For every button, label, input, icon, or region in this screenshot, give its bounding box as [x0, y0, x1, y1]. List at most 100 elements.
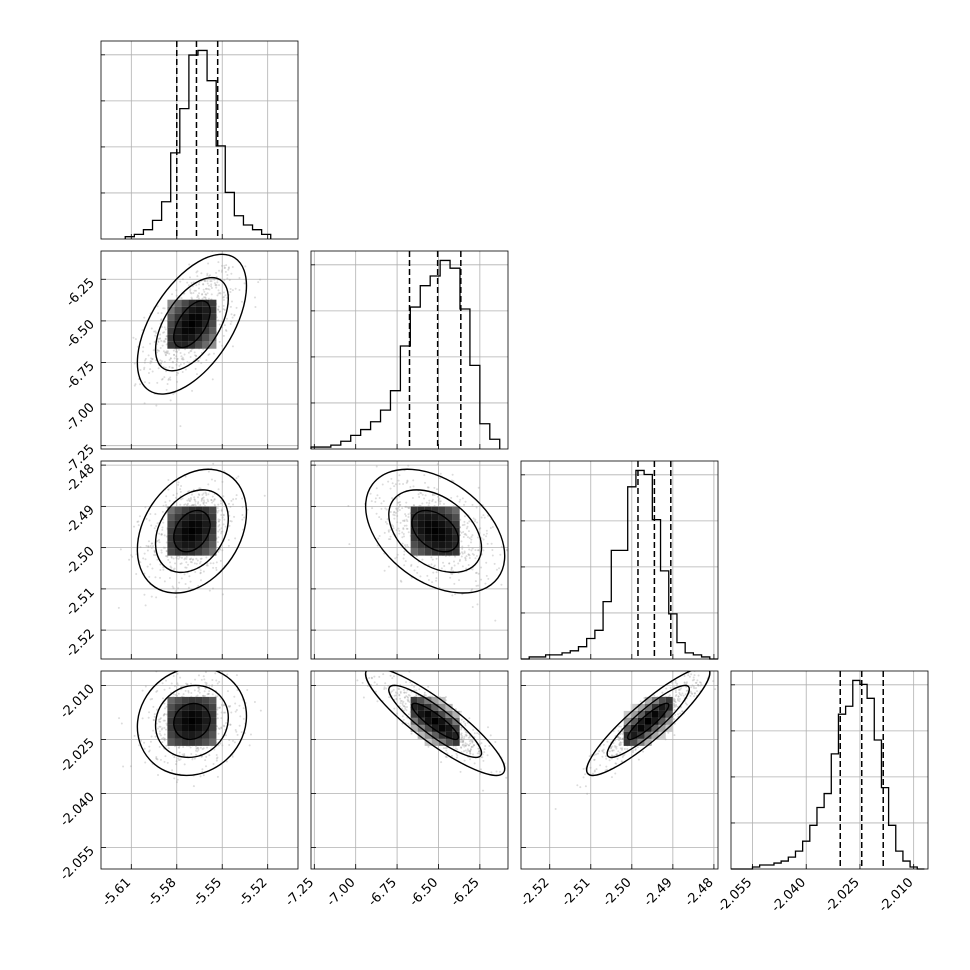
sample-point: [404, 505, 407, 508]
x-tick-label: -2.52: [518, 875, 552, 909]
density-cell: [410, 506, 418, 514]
sample-point: [157, 774, 160, 777]
sample-point: [158, 541, 161, 544]
sample-point: [194, 749, 197, 752]
sample-point: [675, 684, 678, 687]
sample-point: [201, 293, 204, 296]
sample-point: [218, 707, 221, 710]
sample-point: [205, 287, 208, 290]
sample-point: [485, 532, 488, 535]
hist-panel-0: [100, 40, 299, 240]
sample-point: [595, 753, 598, 756]
sample-point: [619, 737, 622, 740]
sample-point: [165, 535, 168, 538]
sample-point: [197, 686, 200, 689]
sample-point: [396, 521, 399, 524]
sample-point: [443, 565, 446, 568]
sample-point: [398, 529, 401, 532]
sample-point: [190, 282, 193, 285]
density-cell: [658, 731, 666, 739]
sample-point: [179, 503, 182, 506]
sample-point: [158, 337, 161, 340]
sample-point: [614, 772, 617, 775]
sample-point: [405, 524, 408, 527]
sample-point: [403, 564, 406, 567]
sample-point: [684, 693, 687, 696]
density-cell: [174, 724, 182, 732]
sample-point: [206, 498, 209, 501]
density-cell: [202, 334, 210, 342]
sample-point: [405, 709, 408, 712]
sample-point: [202, 675, 205, 678]
contour-level-2: [606, 684, 690, 759]
scatter-content: [521, 671, 718, 869]
x-tick-label: -6.25: [448, 875, 482, 909]
sample-point: [405, 695, 408, 698]
sample-point: [461, 736, 464, 739]
density-cell: [209, 520, 217, 528]
x-tick-label: -2.48: [682, 875, 716, 909]
sample-point: [193, 504, 196, 507]
sample-point: [485, 535, 488, 538]
sample-point: [229, 723, 232, 726]
sample-point: [499, 553, 502, 556]
sample-point: [672, 697, 675, 700]
sample-point: [407, 699, 410, 702]
sample-point: [405, 691, 408, 694]
sample-point: [454, 555, 457, 558]
sample-point: [385, 687, 388, 690]
density-cell: [188, 334, 196, 342]
sample-point: [389, 674, 392, 677]
sample-point: [395, 529, 398, 532]
sample-point: [417, 493, 420, 496]
scatter-panel-3-1: [310, 670, 509, 870]
sample-point: [160, 319, 163, 322]
sample-point: [163, 580, 166, 583]
sample-point: [206, 746, 209, 749]
density-cell: [417, 527, 425, 535]
sample-point: [191, 298, 194, 301]
sample-point: [230, 711, 233, 714]
sample-point: [190, 296, 193, 299]
density-cell: [181, 341, 189, 349]
sample-point: [155, 525, 158, 528]
density-cell: [209, 313, 217, 321]
sample-point: [508, 557, 510, 559]
sample-point: [233, 314, 236, 317]
sample-point: [435, 577, 438, 580]
sample-point: [689, 690, 692, 693]
sample-point: [392, 525, 395, 528]
sample-point: [469, 735, 472, 738]
sample-point: [179, 351, 182, 354]
sample-point: [371, 507, 374, 510]
sample-point: [466, 748, 469, 751]
sample-point: [442, 747, 445, 750]
density-cell: [202, 548, 210, 556]
sample-point: [456, 754, 459, 757]
sample-point: [166, 350, 169, 353]
density-cell: [174, 534, 182, 542]
sample-point: [148, 750, 151, 753]
sample-point: [196, 275, 199, 278]
sample-point: [605, 757, 608, 760]
y-tick-label: -7.00: [63, 400, 97, 434]
sample-point: [413, 569, 416, 572]
sample-point: [614, 762, 617, 765]
density-cell: [167, 520, 175, 528]
sample-point: [149, 360, 152, 363]
density-cell: [209, 527, 217, 535]
sample-point: [159, 362, 162, 365]
sample-point: [190, 349, 193, 352]
density-cell: [452, 534, 460, 542]
sample-point: [156, 708, 159, 711]
sample-point: [439, 477, 442, 480]
sample-point: [691, 679, 694, 682]
density-cell: [417, 548, 425, 556]
sample-point: [469, 758, 472, 761]
sample-point: [150, 546, 153, 549]
sample-point: [392, 527, 395, 530]
sample-point: [471, 745, 474, 748]
sample-point: [674, 679, 677, 682]
density-cell: [188, 513, 196, 521]
sample-point: [160, 551, 163, 554]
